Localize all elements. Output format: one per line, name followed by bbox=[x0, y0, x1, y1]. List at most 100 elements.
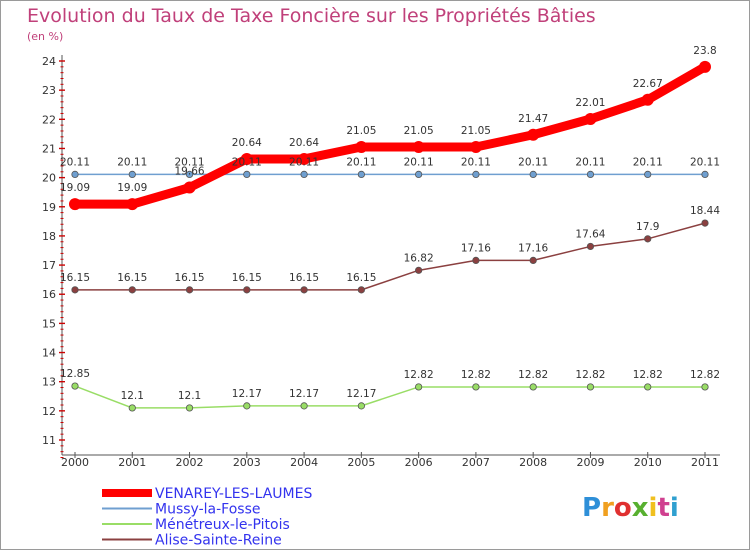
data-label: 20.64 bbox=[289, 137, 319, 149]
data-point bbox=[472, 170, 480, 179]
y-tick-label: 14 bbox=[42, 347, 56, 360]
data-point bbox=[128, 404, 136, 412]
series-layer bbox=[69, 60, 711, 412]
data-label: 12.82 bbox=[633, 369, 663, 381]
data-point bbox=[69, 198, 81, 211]
logo-letter: i bbox=[670, 493, 679, 523]
logo-letter: P bbox=[582, 493, 601, 523]
data-point bbox=[185, 404, 194, 412]
data-point bbox=[243, 402, 251, 410]
data-label: 12.85 bbox=[60, 368, 90, 380]
data-point bbox=[701, 219, 709, 227]
data-point bbox=[300, 170, 308, 179]
data-label: 16.15 bbox=[175, 272, 205, 284]
data-label: 18.44 bbox=[690, 205, 720, 217]
data-label: 21.05 bbox=[461, 125, 491, 137]
data-point bbox=[71, 286, 79, 294]
data-point bbox=[300, 402, 308, 410]
y-tick-label: 11 bbox=[42, 434, 56, 447]
data-point bbox=[701, 383, 709, 391]
data-label: 16.15 bbox=[289, 272, 319, 284]
data-label: 20.11 bbox=[633, 156, 663, 168]
data-label: 12.82 bbox=[690, 369, 720, 381]
y-tick-label: 16 bbox=[42, 288, 56, 301]
data-point bbox=[298, 152, 311, 165]
data-label: 22.67 bbox=[633, 78, 663, 90]
data-label: 21.05 bbox=[404, 125, 434, 137]
data-point bbox=[185, 170, 194, 179]
y-tick-label: 21 bbox=[42, 142, 56, 155]
data-label: 12.82 bbox=[518, 369, 548, 381]
y-tick-label: 17 bbox=[42, 259, 56, 272]
data-label: 17.16 bbox=[461, 242, 491, 254]
data-point bbox=[243, 286, 251, 294]
data-point bbox=[469, 141, 482, 154]
data-label: 12.17 bbox=[232, 388, 262, 400]
data-label: 12.17 bbox=[289, 388, 319, 400]
data-point bbox=[472, 383, 480, 391]
data-point bbox=[529, 383, 537, 391]
x-tick-label: 2004 bbox=[290, 456, 318, 469]
data-point bbox=[300, 286, 308, 294]
data-point bbox=[641, 93, 654, 106]
x-tick-label: 2005 bbox=[347, 456, 375, 469]
data-label: 20.11 bbox=[690, 156, 720, 168]
y-tick-label: 20 bbox=[42, 172, 56, 185]
data-point bbox=[529, 256, 537, 265]
data-point bbox=[584, 113, 597, 126]
x-tick-label: 2002 bbox=[176, 456, 204, 469]
data-label: 20.64 bbox=[232, 137, 262, 149]
series-line-2 bbox=[74, 385, 706, 409]
data-point bbox=[644, 235, 652, 243]
x-tick-label: 2006 bbox=[405, 456, 433, 469]
y-tick-label: 13 bbox=[42, 376, 56, 389]
data-label: 16.15 bbox=[346, 272, 376, 284]
logo-text: Proxiti bbox=[582, 493, 679, 523]
series-line-0 bbox=[70, 62, 710, 209]
data-point bbox=[71, 382, 79, 390]
data-label: 12.82 bbox=[404, 369, 434, 381]
x-tick-label: 2001 bbox=[118, 456, 146, 469]
logo-letter: i bbox=[649, 493, 658, 523]
y-tick-label: 18 bbox=[42, 230, 56, 243]
proxiti-logo: Proxiti bbox=[582, 493, 679, 523]
data-label: 20.11 bbox=[404, 156, 434, 168]
data-point bbox=[527, 128, 540, 141]
y-tick-label: 19 bbox=[42, 201, 56, 214]
data-label: 20.11 bbox=[232, 156, 262, 168]
legend-entry: VENAREY-LES-LAUMES bbox=[155, 486, 312, 502]
data-label: 20.11 bbox=[60, 156, 90, 168]
data-point bbox=[415, 266, 423, 274]
data-label: 20.11 bbox=[346, 156, 376, 168]
data-label: 17.16 bbox=[518, 242, 548, 254]
data-label: 17.9 bbox=[636, 221, 659, 233]
data-point bbox=[240, 152, 253, 165]
x-tick-label: 2007 bbox=[462, 456, 490, 469]
data-label: 12.17 bbox=[346, 388, 376, 400]
data-label: 21.05 bbox=[346, 125, 376, 137]
data-point bbox=[529, 170, 537, 179]
data-point bbox=[128, 286, 136, 294]
legend-entry: Ménétreux-le-Pitois bbox=[155, 517, 290, 533]
data-point bbox=[699, 60, 711, 73]
y-tick-label: 15 bbox=[42, 317, 56, 330]
logo-letter: x bbox=[632, 493, 649, 523]
data-label: 20.11 bbox=[518, 156, 548, 168]
data-label: 17.64 bbox=[575, 228, 605, 240]
data-label: 12.82 bbox=[575, 369, 605, 381]
chart-title: Evolution du Taux de Taxe Foncière sur l… bbox=[27, 5, 596, 27]
data-point bbox=[128, 170, 136, 179]
data-point bbox=[472, 256, 480, 265]
y-tick-label: 22 bbox=[42, 113, 56, 126]
data-point bbox=[71, 170, 79, 179]
data-point bbox=[586, 170, 595, 179]
data-label: 16.15 bbox=[232, 272, 262, 284]
data-point bbox=[357, 170, 365, 179]
data-label: 12.1 bbox=[121, 390, 144, 402]
x-tick-label: 2009 bbox=[576, 456, 604, 469]
data-label: 20.11 bbox=[175, 156, 205, 168]
data-point bbox=[644, 170, 652, 179]
data-label: 20.11 bbox=[575, 156, 605, 168]
x-tick-label: 2011 bbox=[691, 456, 719, 469]
